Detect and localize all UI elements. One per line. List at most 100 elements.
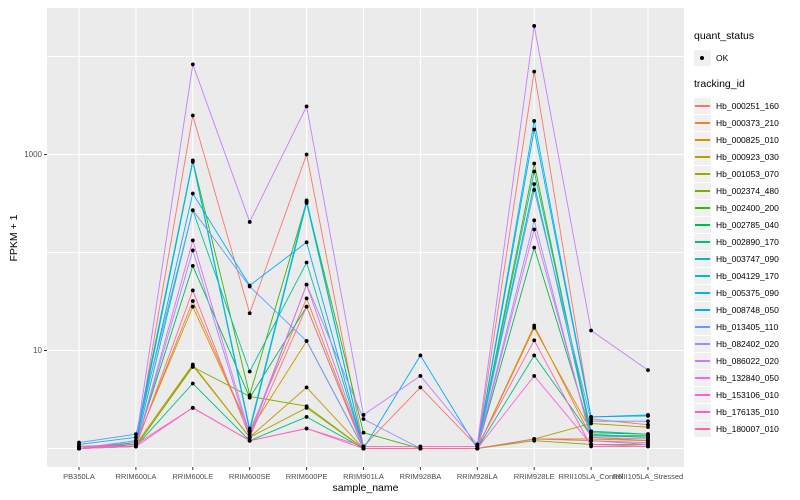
- data-point: [304, 240, 309, 245]
- data-point: [247, 435, 252, 440]
- data-point: [589, 419, 593, 424]
- line-key-icon: [694, 199, 711, 216]
- y-axis-title: FPKM + 1: [8, 214, 20, 262]
- legend-item-label: Hb_002890_170: [716, 236, 779, 247]
- data-point: [190, 304, 195, 309]
- line-key-icon: [694, 250, 711, 267]
- legend-item: Hb_000373_210: [694, 114, 798, 131]
- legend-title-tracking-id: tracking_id: [694, 78, 745, 90]
- legend-item: Hb_002400_200: [694, 199, 798, 216]
- data-point: [646, 414, 650, 418]
- data-point: [532, 119, 537, 123]
- data-point: [418, 446, 423, 451]
- data-point: [247, 438, 252, 443]
- data-point: [532, 127, 537, 132]
- x-tick-label: RRIM928LE: [514, 472, 555, 481]
- data-point: [361, 417, 366, 421]
- data-point: [532, 188, 537, 192]
- data-point: [589, 432, 593, 437]
- data-point: [646, 425, 650, 430]
- data-point: [304, 260, 309, 265]
- x-axis-title: sample_name: [332, 482, 399, 494]
- legend-item-label: OK: [716, 52, 729, 63]
- data-point: [304, 385, 309, 390]
- point-key-icon: [694, 49, 711, 66]
- data-point: [589, 415, 593, 419]
- x-tick-label: RRII105LA_Control: [559, 472, 624, 481]
- legend-item-ok: OK: [694, 49, 798, 66]
- data-point: [532, 338, 537, 343]
- data-point: [190, 113, 195, 118]
- data-point: [646, 437, 650, 441]
- data-point: [190, 299, 195, 303]
- legend-item-label: Hb_002374_480: [716, 185, 779, 196]
- data-point: [247, 311, 252, 316]
- data-point: [361, 413, 366, 417]
- line-key-icon: [694, 369, 711, 386]
- legend-item-label: Hb_000825_010: [716, 134, 779, 145]
- data-point: [190, 208, 195, 213]
- legend-item: Hb_002374_480: [694, 182, 798, 199]
- data-point: [589, 444, 593, 449]
- line-key-icon: [694, 352, 711, 369]
- legend-item-label: Hb_004129_170: [716, 270, 779, 281]
- legend-item-label: Hb_180007_010: [716, 423, 779, 434]
- legend-item: Hb_002785_040: [694, 216, 798, 233]
- data-point: [646, 419, 650, 424]
- data-point: [134, 438, 138, 443]
- data-point: [418, 374, 423, 378]
- legend-item-label: Hb_153106_010: [716, 389, 779, 400]
- data-point: [532, 227, 537, 232]
- x-tick-label: RRIM600LA: [115, 472, 156, 481]
- data-point: [646, 444, 650, 449]
- legend-item-label: Hb_000923_030: [716, 151, 779, 162]
- data-point: [304, 339, 309, 343]
- data-point: [247, 429, 252, 434]
- legend-item: Hb_002890_170: [694, 233, 798, 250]
- data-point: [247, 284, 252, 289]
- x-tick-label: RRIM928LA: [457, 472, 498, 481]
- data-point: [304, 152, 309, 157]
- data-point: [190, 263, 195, 268]
- line-key-icon: [694, 97, 711, 114]
- x-tick-label: RRIM928BA: [400, 472, 442, 481]
- data-point: [134, 444, 138, 449]
- data-point: [190, 381, 195, 386]
- legend-title-quant-status: quant_status: [694, 30, 755, 42]
- data-point: [304, 304, 309, 309]
- legend-item-label: Hb_086022_020: [716, 355, 779, 366]
- legend-item: Hb_153106_010: [694, 386, 798, 403]
- legend-item-label: Hb_001053_070: [716, 168, 779, 179]
- data-point: [190, 288, 195, 293]
- data-point: [589, 435, 593, 440]
- line-key-icon: [694, 284, 711, 301]
- line-key-icon: [694, 420, 711, 437]
- data-point: [361, 430, 366, 435]
- legend-section-tracking-id: tracking_id Hb_000251_160 Hb_000373_210 Hb…: [694, 78, 798, 437]
- x-tick-label: RRII105LA_Stressed: [613, 472, 683, 481]
- data-point: [475, 446, 480, 451]
- legend-section-quant-status: quant_status OK: [694, 30, 798, 66]
- legend-item: Hb_132840_050: [694, 369, 798, 386]
- data-point: [304, 198, 309, 203]
- legend-item: Hb_086022_020: [694, 352, 798, 369]
- x-tick-label: RRIM600SE: [229, 472, 271, 481]
- data-point: [532, 218, 537, 223]
- data-point: [304, 404, 309, 409]
- line-key-icon: [694, 301, 711, 318]
- legend-item-label: Hb_082402_020: [716, 338, 779, 349]
- y-tick-label: 10: [33, 346, 42, 355]
- line-key-icon: [694, 335, 711, 352]
- data-point: [532, 161, 537, 166]
- data-point: [532, 24, 537, 28]
- legend-item: Hb_180007_010: [694, 420, 798, 437]
- data-point: [190, 405, 195, 410]
- x-tick-label: RRIM901LA: [343, 472, 384, 481]
- data-point: [190, 248, 195, 253]
- data-point: [134, 435, 138, 440]
- legend-item-label: Hb_002785_040: [716, 219, 779, 230]
- data-point: [532, 182, 537, 186]
- data-point: [589, 429, 593, 434]
- y-tick-label: 1000: [24, 150, 42, 159]
